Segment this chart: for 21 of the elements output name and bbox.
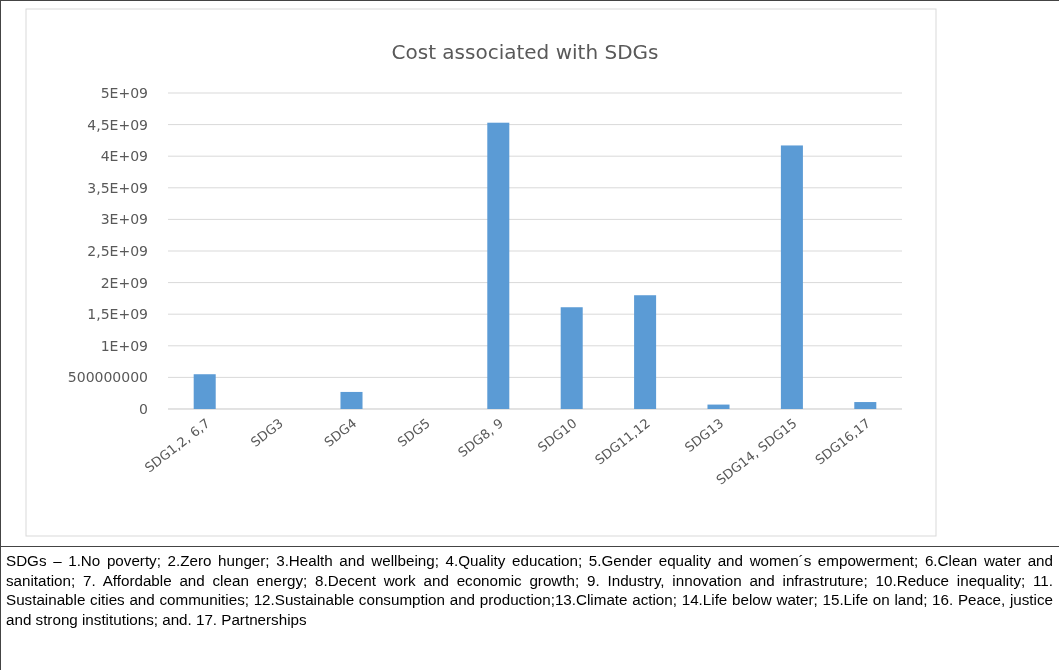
y-tick-label: 4,5E+09 bbox=[87, 116, 148, 133]
bar bbox=[487, 122, 510, 409]
y-tick-label: 2E+09 bbox=[100, 274, 148, 291]
bar bbox=[707, 404, 730, 409]
bar bbox=[854, 402, 877, 409]
bar bbox=[780, 145, 803, 409]
y-tick-label: 500000000 bbox=[67, 369, 148, 386]
y-tick-label: 1,5E+09 bbox=[87, 306, 148, 323]
bar bbox=[340, 391, 363, 409]
text: SDGs – 1.No poverty; 2.Zero hunger; 3.Health and wellbeing; 4.Quality education; 5.Gender equality and women´s empowerment; 6.Clean water and sanitation; 7. Affordable and clean energy; 8.Decent work and economic growth; 9. Industry, innovation and infrastruture; 10.Reduce inequality; 11. Sustainable cities and communities; 12.Sustainable consumption and production;13.Climate action; 14.Life below water; 15.Life on land; 16. Peace, justice and strong institutions; and. 17. Partnerships bbox=[6, 551, 1053, 629]
y-tick-label: 2,5E+09 bbox=[87, 242, 148, 259]
y-tick-label: 5E+09 bbox=[100, 84, 148, 101]
chart-title: Cost associated with SDGs bbox=[391, 40, 659, 64]
y-tick-label: 3,5E+09 bbox=[87, 179, 148, 196]
bar bbox=[634, 295, 657, 409]
bar bbox=[193, 374, 216, 409]
y-tick-label: 1E+09 bbox=[100, 337, 148, 354]
bar bbox=[560, 307, 583, 409]
y-tick-label: 0 bbox=[139, 400, 148, 417]
y-tick-label: 3E+09 bbox=[100, 211, 148, 228]
y-tick-label: 4E+09 bbox=[100, 148, 148, 165]
